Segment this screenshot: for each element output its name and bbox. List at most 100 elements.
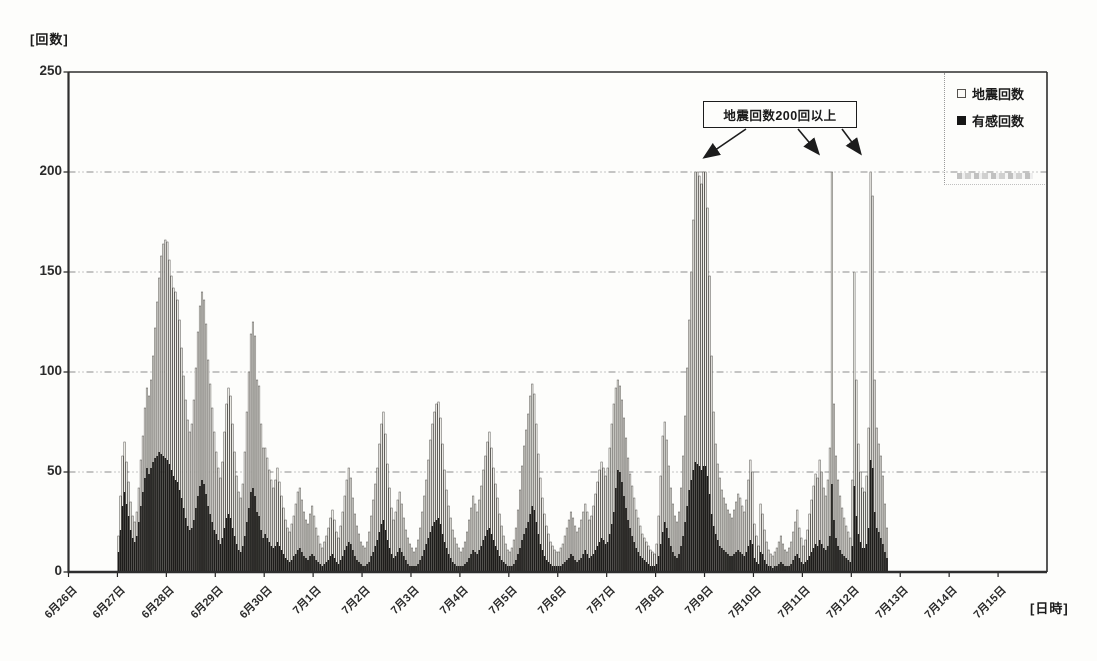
total-count-bar — [400, 503, 403, 573]
total-count-bar — [468, 519, 471, 573]
total-count-bar — [215, 451, 218, 573]
total-count-bar — [763, 529, 766, 573]
felt-count-bar — [535, 522, 538, 572]
total-count-bar — [465, 531, 469, 573]
x-axis-title: [日時] — [1030, 601, 1069, 616]
felt-count-bar — [753, 558, 756, 572]
total-count-bar — [851, 479, 854, 573]
total-count-bar — [631, 485, 634, 573]
total-count-bar — [488, 431, 491, 573]
felt-count-bar — [637, 552, 639, 572]
annotation-arrows — [702, 128, 862, 159]
felt-count-bar — [484, 536, 487, 572]
total-count-bar — [455, 543, 458, 573]
felt-count-bar — [343, 550, 346, 572]
total-count-bar — [355, 525, 358, 573]
total-count-bar — [735, 501, 738, 573]
felt-count-bar — [472, 550, 474, 572]
total-count-bar — [775, 547, 778, 573]
total-count-bar — [565, 527, 568, 573]
total-count-bar — [639, 525, 642, 573]
felt-count-bar — [543, 556, 546, 572]
total-count-bar — [147, 395, 151, 573]
felt-count-bar — [717, 540, 719, 572]
total-count-bar — [192, 399, 195, 573]
total-count-bar — [251, 321, 254, 573]
total-count-bar — [643, 537, 646, 573]
legend-label-total: 地震回数 — [972, 87, 1025, 102]
total-count-bar — [810, 499, 813, 573]
total-count-bar — [207, 359, 210, 573]
felt-count-bar — [666, 528, 668, 572]
felt-count-bar — [237, 550, 240, 572]
felt-count-bar — [596, 546, 599, 572]
felt-count-bar — [274, 546, 277, 572]
total-count-bar — [802, 545, 805, 573]
total-count-bar — [504, 543, 507, 573]
total-count-bar — [174, 291, 177, 573]
total-count-bar — [502, 535, 505, 573]
total-count-bar — [311, 505, 314, 573]
felt-count-bar — [743, 556, 746, 572]
total-count-bar — [839, 495, 842, 573]
felt-count-bar — [162, 456, 165, 572]
felt-count-bar — [619, 472, 621, 572]
felt-count-bar — [327, 560, 330, 572]
felt-count-bar — [653, 566, 656, 572]
felt-count-bar — [248, 508, 250, 572]
felt-count-bar — [704, 466, 707, 572]
felt-count-bar — [433, 522, 436, 572]
felt-count-bar — [360, 564, 362, 572]
felt-count-bar — [741, 554, 743, 572]
total-count-bar — [237, 491, 240, 573]
felt-count-bar — [639, 556, 642, 572]
total-count-bar — [364, 547, 367, 573]
felt-count-bar — [131, 538, 134, 572]
total-count-bar — [461, 547, 464, 573]
total-count-bar — [624, 437, 628, 573]
total-count-bar — [392, 519, 395, 573]
felt-count-bar — [154, 458, 156, 572]
felt-count-bar — [806, 560, 809, 572]
felt-count-bar — [333, 558, 336, 572]
total-count-bar — [123, 441, 126, 573]
total-count-bar — [653, 553, 656, 573]
total-count-bar — [814, 473, 817, 573]
felt-count-bar — [407, 564, 409, 572]
total-count-bar — [351, 497, 354, 573]
total-count-bar — [406, 537, 409, 573]
felt-count-bar — [354, 556, 356, 572]
felt-count-bar — [564, 562, 566, 572]
felt-count-bar — [195, 508, 197, 572]
felt-count-bar — [160, 454, 162, 572]
felt-count-bar — [488, 528, 491, 572]
total-count-bar — [614, 387, 617, 573]
felt-count-bar — [358, 562, 360, 572]
felt-count-bar — [282, 554, 285, 572]
felt-count-bar — [362, 566, 364, 572]
felt-count-bar — [710, 514, 713, 572]
total-count-bar — [306, 523, 310, 573]
total-count-bar — [828, 447, 831, 573]
total-count-bar — [372, 499, 375, 573]
felt-count-bar — [276, 542, 279, 572]
felt-count-bar — [798, 558, 801, 572]
total-count-bar — [875, 427, 878, 573]
total-count-bar — [651, 551, 654, 573]
total-count-bar — [302, 511, 305, 573]
total-count-bar — [321, 547, 324, 573]
total-count-bar — [826, 479, 829, 573]
total-count-bar — [834, 455, 838, 573]
total-count-bar — [794, 521, 797, 573]
total-count-bar — [547, 533, 550, 573]
felt-count-bar — [133, 542, 136, 572]
total-count-bar — [272, 487, 275, 573]
felt-count-bar — [659, 544, 662, 572]
total-count-bar — [616, 379, 619, 573]
total-count-bar — [425, 479, 428, 573]
felt-count-bar — [197, 496, 199, 572]
felt-count-bar — [657, 556, 660, 572]
felt-count-bar — [447, 554, 450, 572]
felt-count-bar — [594, 550, 597, 572]
total-count-bar — [247, 371, 250, 573]
